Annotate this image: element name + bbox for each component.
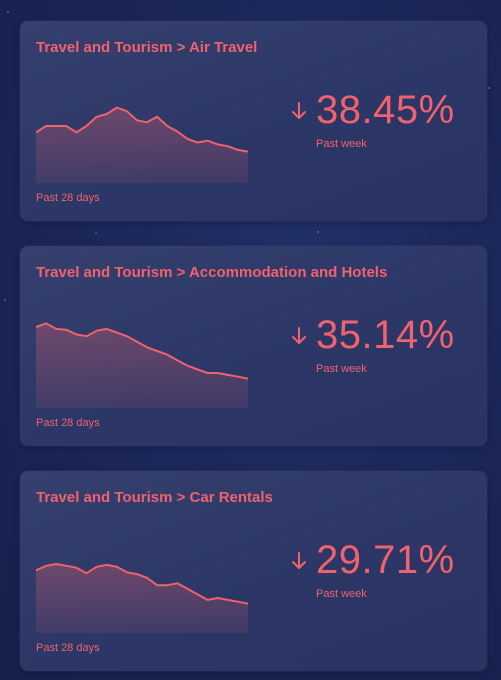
- change-value: 29.71%: [316, 538, 455, 582]
- period-label: Past 28 days: [36, 192, 100, 204]
- card-title: Travel and Tourism > Car Rentals: [36, 489, 273, 506]
- change-value: 38.45%: [316, 88, 455, 132]
- sparkline-area: [36, 564, 248, 633]
- period-label: Past 28 days: [36, 417, 100, 429]
- sparkline-line: [36, 322, 248, 380]
- metric-card-accommodation-hotels[interactable]: Travel and Tourism > Accommodation and H…: [20, 246, 487, 446]
- sparkline-chart: [36, 322, 248, 408]
- sparkline-area: [36, 107, 248, 183]
- period-label: Past 28 days: [36, 642, 100, 654]
- sparkline-line: [36, 106, 248, 153]
- value-period-label: Past week: [316, 138, 367, 150]
- sparkline-chart: [36, 563, 248, 633]
- metric-card-car-rentals[interactable]: Travel and Tourism > Car Rentals Past 28…: [20, 471, 487, 671]
- change-value: 35.14%: [316, 313, 455, 357]
- metric-card-air-travel[interactable]: Travel and Tourism > Air Travel Past 28 …: [20, 21, 487, 221]
- value-period-label: Past week: [316, 588, 367, 600]
- card-title: Travel and Tourism > Accommodation and H…: [36, 264, 388, 281]
- arrow-down-icon: [292, 327, 306, 344]
- sparkline-area: [36, 323, 248, 408]
- sparkline-line: [36, 563, 248, 605]
- card-title: Travel and Tourism > Air Travel: [36, 39, 258, 56]
- value-period-label: Past week: [316, 363, 367, 375]
- arrow-down-icon: [292, 102, 306, 119]
- arrow-down-icon: [292, 552, 306, 569]
- sparkline-chart: [36, 106, 248, 183]
